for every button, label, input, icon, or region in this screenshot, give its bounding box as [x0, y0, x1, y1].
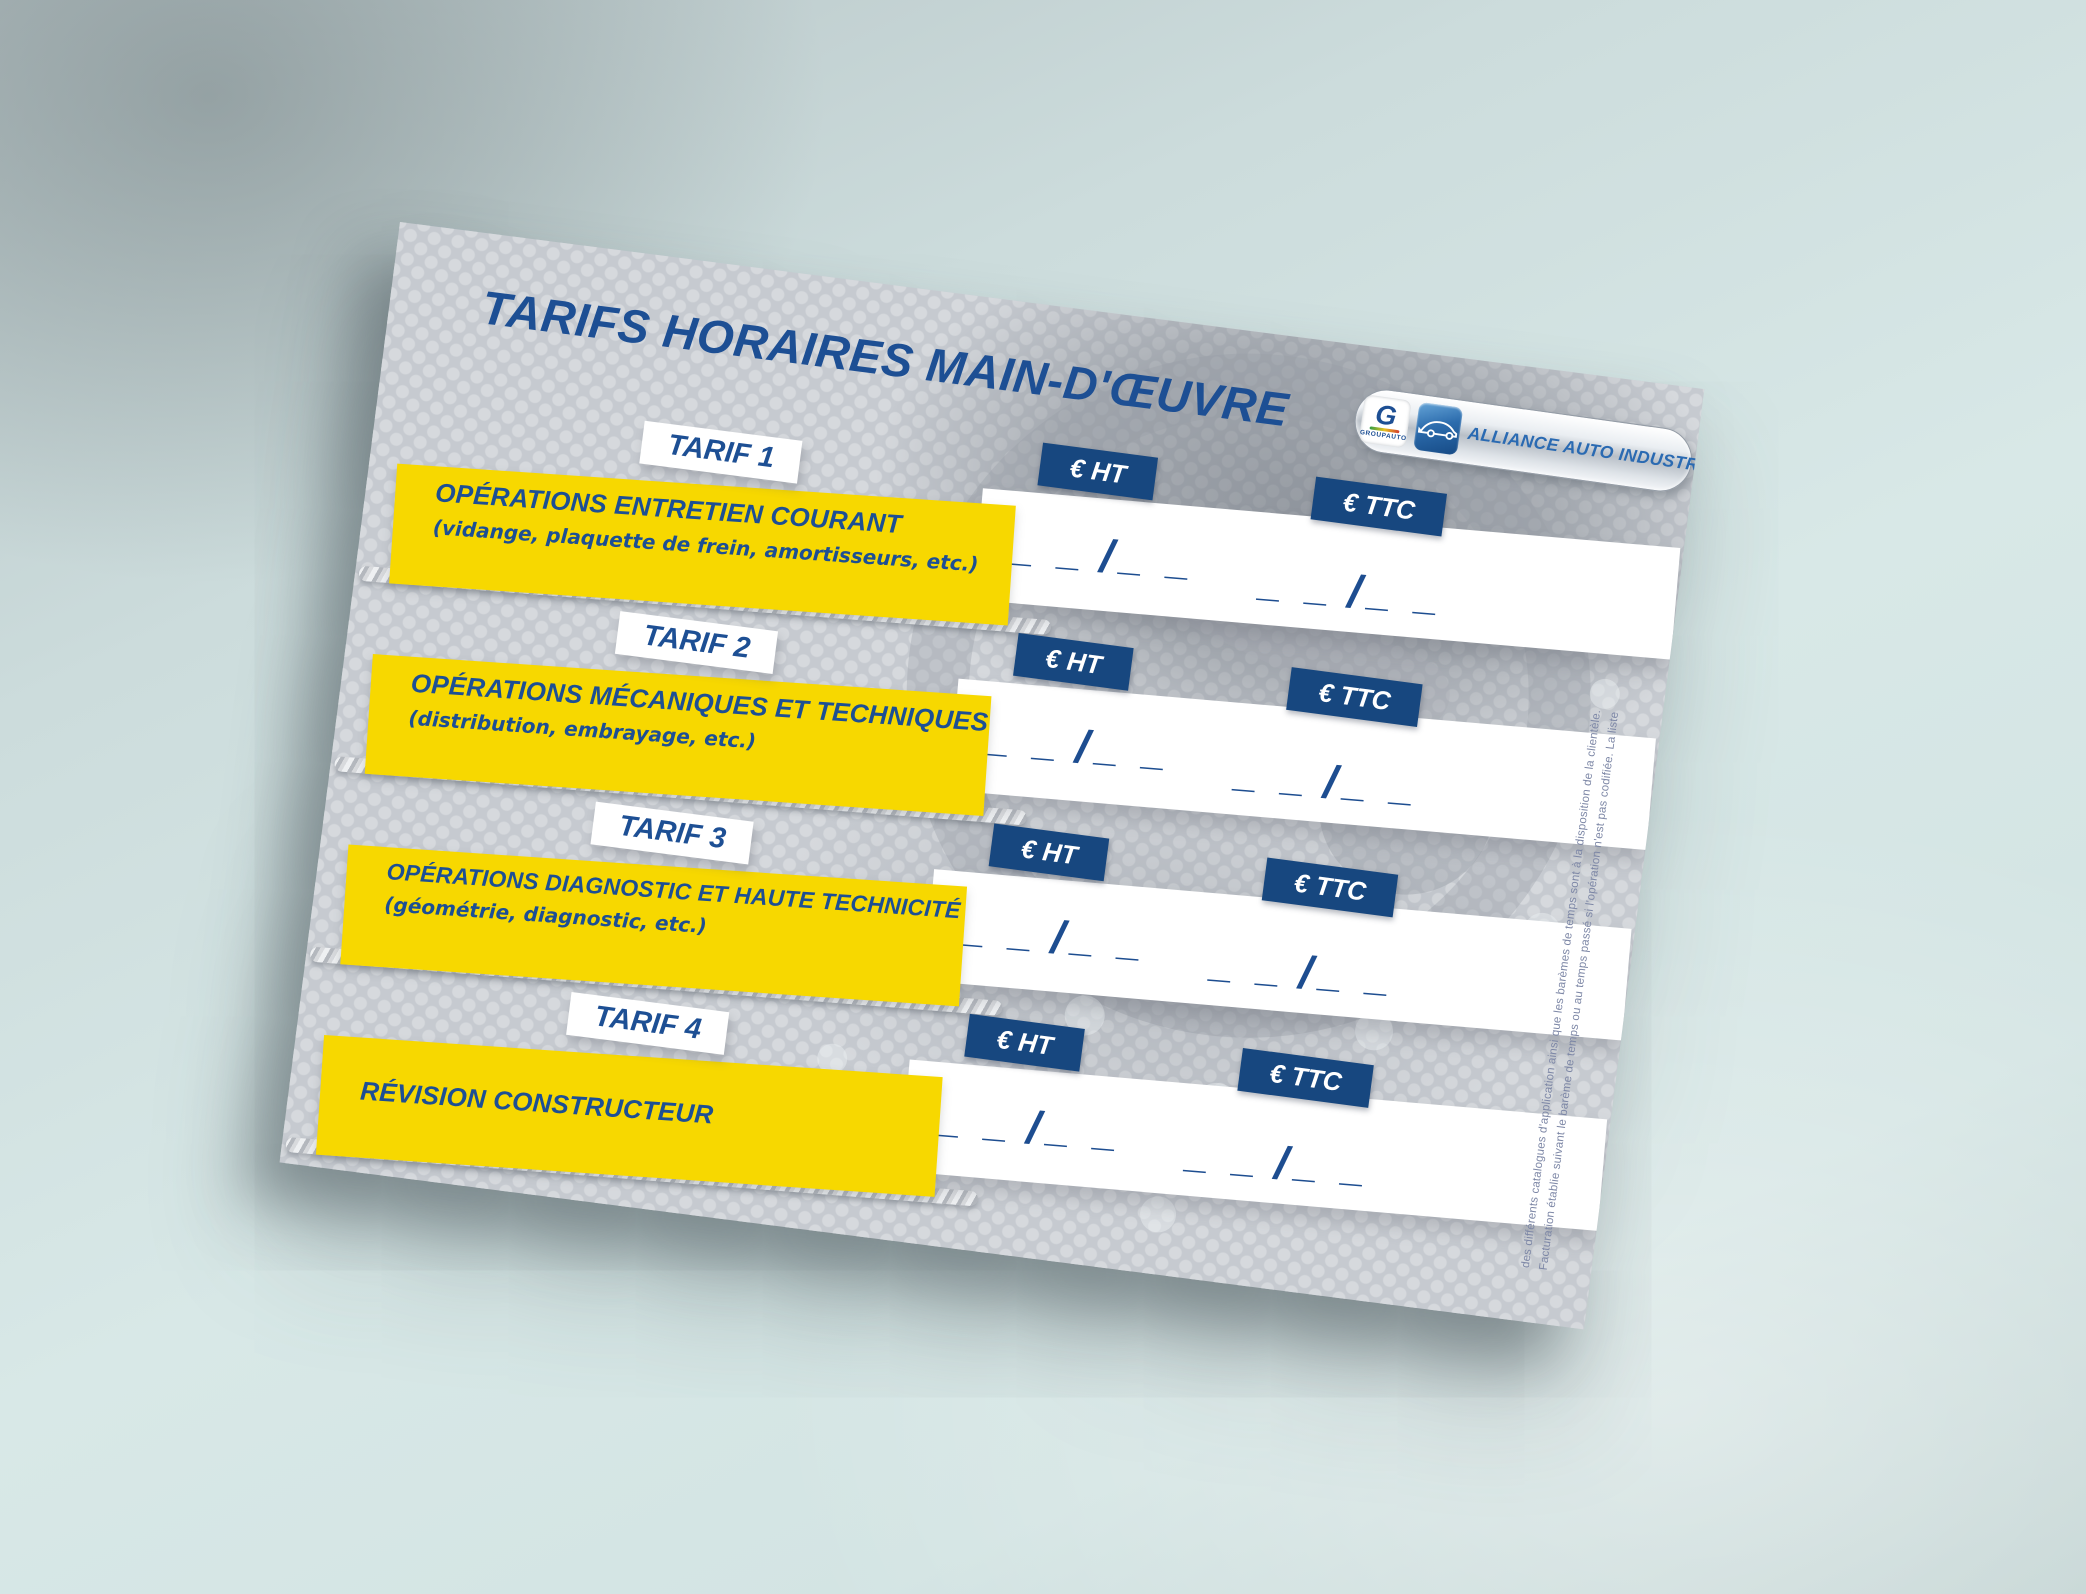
blank-dashes: _ _ — [1068, 915, 1149, 966]
blank-dashes: _ _ — [1207, 941, 1288, 992]
blank-dashes: _ _ — [1182, 1131, 1263, 1182]
blank-dashes: _ _ — [1256, 560, 1337, 611]
blank-dashes: _ _ — [934, 1096, 1016, 1147]
blank-slash: / — [1049, 910, 1067, 964]
tariff-card: TARIFS HORAIRES MAIN-D'ŒUVRE G GROUPAUTO… — [279, 222, 1705, 1330]
groupauto-g-letter: G — [1373, 398, 1399, 432]
brand-name: ALLIANCE AUTO INDUSTRIE — [1466, 422, 1705, 477]
blank-dashes: _ _ — [1364, 569, 1446, 620]
blank-slash: / — [1073, 720, 1091, 773]
tariff-tag-label: TARIF 3 — [590, 801, 755, 865]
ttc-price-blank: _ _/_ _ — [1182, 1127, 1372, 1192]
blank-slash: / — [1345, 564, 1364, 618]
blank-dashes: _ _ — [1008, 524, 1089, 576]
ht-price-blank: _ _/_ _ — [959, 902, 1149, 966]
blank-dashes: _ _ — [1092, 724, 1173, 776]
ttc-price-blank: _ _/_ _ — [1256, 556, 1446, 620]
ttc-price-blank: _ _/_ _ — [1207, 937, 1397, 1001]
groupauto-logo: G GROUPAUTO — [1358, 394, 1412, 449]
alliance-auto-industrie-badge: G GROUPAUTO ALLIANCE AUTO INDUSTRIE — [1350, 385, 1704, 496]
blank-slash: / — [1097, 529, 1116, 583]
blank-dashes: _ _ — [1316, 950, 1397, 1001]
tariff-title: RÉVISION CONSTRUCTEUR — [359, 1075, 715, 1130]
blank-dashes: _ _ — [1291, 1140, 1372, 1192]
blank-dashes: _ _ — [959, 905, 1040, 957]
blank-dashes: _ _ — [983, 715, 1064, 766]
blank-slash: / — [1024, 1100, 1042, 1154]
blank-dashes: _ _ — [1231, 750, 1312, 801]
blank-slash: / — [1321, 755, 1339, 809]
ht-price-blank: _ _/_ _ — [983, 711, 1173, 776]
blank-dashes: _ _ — [1117, 534, 1198, 585]
tariff-tag-label: TARIF 2 — [614, 611, 779, 675]
tariff-tag-label: TARIF 4 — [566, 992, 730, 1055]
tariff-tag-label: TARIF 1 — [639, 420, 803, 484]
ttc-price-blank: _ _/_ _ — [1231, 747, 1421, 811]
blank-slash: / — [1272, 1136, 1290, 1190]
blank-slash: / — [1297, 945, 1315, 999]
ht-price-blank: _ _/_ _ — [934, 1092, 1125, 1156]
car-icon — [1413, 401, 1464, 456]
ht-price-blank: _ _/_ _ — [1008, 521, 1198, 585]
blank-dashes: _ _ — [1340, 759, 1421, 811]
blank-dashes: _ _ — [1043, 1105, 1125, 1156]
